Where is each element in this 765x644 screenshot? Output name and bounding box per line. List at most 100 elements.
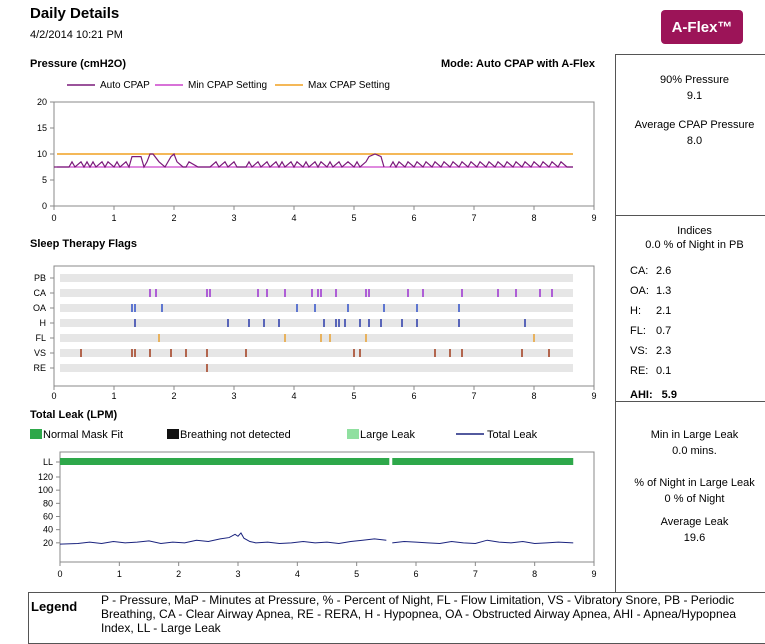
flags-plot-frame [53,265,595,387]
index-value: 1.3 [656,285,672,297]
flag-row-label: CA [33,288,46,298]
index-row: RE: 0.1 [630,365,765,385]
y-tick-label: 0 [42,201,47,211]
index-label: OA: [630,285,649,297]
y-tick-label: 20 [43,538,53,548]
pressure-90-label: 90% Pressure [659,74,730,86]
pressure-chart: Auto CPAP Min CPAP Setting Max CPAP Sett… [37,80,597,223]
x-tick-label: 6 [411,391,416,401]
min-large-leak-value: 0.0 mins. [672,445,717,457]
y-tick-label: 15 [37,123,47,133]
pressure-chart-title: Pressure (cmH2O) [30,58,126,70]
legend-total-leak: Total Leak [487,429,538,441]
index-label: VS: [630,345,648,357]
flag-row-label: FL [35,333,46,343]
flags-chart-title: Sleep Therapy Flags [30,238,137,250]
indices-list: CA: 2.6 OA: 1.3 H: 2.1 FL: 0.7 VS: 2.3 RE: 0.1 [630,265,765,385]
x-tick-label: 1 [111,391,116,401]
therapy-mode: Mode: Auto CPAP with A-Flex [441,58,595,70]
legend-label: Legend [31,599,78,614]
y-tick-label: 20 [37,97,47,107]
y-tick-label: 5 [42,175,47,185]
avg-pressure-value: 8.0 [686,135,703,147]
x-tick-label: 2 [171,391,176,401]
x-tick-label: 3 [231,213,236,223]
flag-row-band [60,364,573,372]
x-tick-label: 1 [111,213,116,223]
y-tick-label: 10 [37,149,47,159]
legend-normal-fit: Normal Mask Fit [43,429,123,441]
x-tick-label: 8 [531,391,536,401]
index-row: H: 2.1 [630,305,765,325]
flag-row-band [60,274,573,282]
flag-row-label: H [40,318,47,328]
flag-row-band [60,334,573,342]
x-tick-label: 0 [51,213,56,223]
flag-row-band [60,289,573,297]
index-label: H: [630,305,641,317]
ahi-row: AHI: 5.9 [630,389,765,401]
pct-large-leak-value: 0 % of Night [664,493,725,505]
pressure-axes: 0 5 10 15 20 0 1 2 3 4 5 6 7 8 9 [37,97,597,223]
y-tick-label: 60 [43,512,53,522]
leak-plot-frame [59,451,595,563]
x-tick-label: 9 [591,569,596,579]
leak-chart: Normal Mask Fit Breathing not detected L… [30,429,597,579]
flag-row-label: OA [33,303,46,313]
legend-max-cpap: Max CPAP Setting [308,80,390,91]
x-tick-label: 7 [473,569,478,579]
index-label: RE: [630,365,649,377]
y-tick-label: 40 [43,525,53,535]
legend-breathing-nd-swatch [167,429,179,439]
ahi-label: AHI: [630,389,653,401]
pressure-stats-panel: 90% Pressure 9.1 Average CPAP Pressure 8… [615,54,765,215]
legend-min-cpap: Min CPAP Setting [188,80,267,91]
total-leak-line [392,539,574,544]
pb-percent: 0.0 % of Night in PB [645,239,744,251]
leak-stats-panel: Min in Large Leak 0.0 mins. % of Night i… [615,401,765,592]
indices-panel: Indices 0.0 % of Night in PB CA: 2.6 OA: 1.… [615,215,765,401]
index-row: VS: 2.3 [630,345,765,365]
index-row: OA: 1.3 [630,285,765,305]
x-tick-label: 7 [471,213,476,223]
legend-large-leak: Large Leak [360,429,416,441]
index-row: FL: 0.7 [630,325,765,345]
x-tick-label: 5 [351,213,356,223]
legend-auto-cpap: Auto CPAP [100,80,150,91]
flags-chart: PB CA OA H FL VS RE 0 1 2 3 4 5 6 7 8 9 [33,265,597,401]
index-value: 0.1 [656,365,672,377]
x-tick-label: 9 [591,213,596,223]
flag-row-label: VS [34,348,46,358]
flags-marks [80,289,553,372]
legend-large-leak-swatch [347,429,359,439]
page-title: Daily Details [30,5,120,22]
x-tick-label: 6 [413,569,418,579]
index-label: FL: [630,325,646,337]
x-tick-label: 8 [531,213,536,223]
legend-text: P - Pressure, MaP - Minutes at Pressure,… [101,593,736,635]
x-tick-label: 5 [354,569,359,579]
aflex-badge: A-Flex™ [661,10,743,44]
index-row: CA: 2.6 [630,265,765,285]
flags-axes: PB CA OA H FL VS RE 0 1 2 3 4 5 6 7 8 9 [33,265,597,401]
x-tick-label: 9 [591,391,596,401]
x-tick-label: 1 [117,569,122,579]
pressure-90-value: 9.1 [686,90,703,102]
flag-row-band [60,304,573,312]
total-leak-line [59,532,387,545]
flag-row-label: RE [33,363,46,373]
flag-row-band [60,349,573,357]
legend-breathing-nd: Breathing not detected [180,429,291,441]
leak-lines [59,458,574,545]
y-tick-label: LL [43,457,53,467]
legend-box: Legend P - Pressure, MaP - Minutes at Pr… [28,592,765,644]
leak-axes: LL 120 100 80 60 40 20 0 1 2 3 4 5 6 7 8 9 [38,451,597,579]
report-date: 4/2/2014 10:21 PM [30,29,123,41]
x-tick-label: 6 [411,213,416,223]
pct-large-leak-label: % of Night in Large Leak [634,477,755,489]
x-tick-label: 4 [291,391,296,401]
pressure-legend: Auto CPAP Min CPAP Setting Max CPAP Sett… [67,80,390,91]
y-tick-label: 80 [43,498,53,508]
normal-fit-bar [60,458,390,465]
x-tick-label: 0 [51,391,56,401]
